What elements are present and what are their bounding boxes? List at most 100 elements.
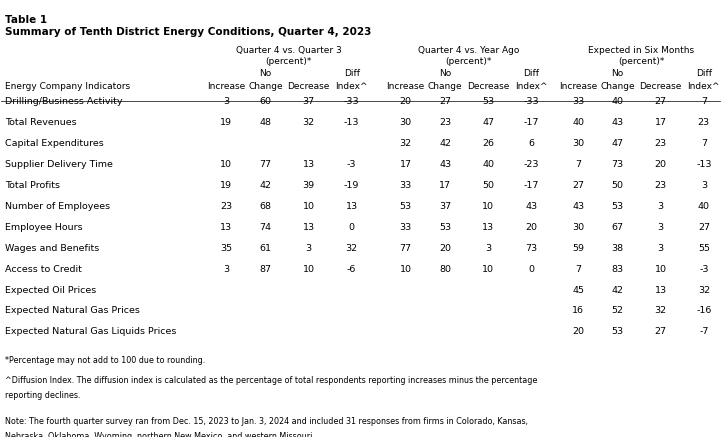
Text: Index^: Index^ [687,82,720,91]
Text: 7: 7 [575,264,581,274]
Text: -3: -3 [347,160,357,169]
Text: 23: 23 [655,139,667,148]
Text: 13: 13 [302,160,315,169]
Text: 45: 45 [572,285,584,295]
Text: Increase: Increase [559,82,597,91]
Text: Energy Company Indicators: Energy Company Indicators [5,82,130,91]
Text: 40: 40 [698,202,710,211]
Text: 43: 43 [572,202,584,211]
Text: 42: 42 [260,181,271,190]
Text: -23: -23 [523,160,539,169]
Text: 23: 23 [439,118,451,127]
Text: 27: 27 [655,97,667,106]
Text: 39: 39 [302,181,315,190]
Text: Diff: Diff [344,69,360,78]
Text: 6: 6 [529,139,534,148]
Text: 67: 67 [612,223,624,232]
Text: 43: 43 [439,160,451,169]
Text: -6: -6 [347,264,357,274]
Text: 20: 20 [572,327,584,336]
Text: 27: 27 [698,223,710,232]
Text: Number of Employees: Number of Employees [5,202,110,211]
Text: 42: 42 [612,285,624,295]
Text: 59: 59 [572,244,584,253]
Text: ^Diffusion Index. The diffusion index is calculated as the percentage of total r: ^Diffusion Index. The diffusion index is… [5,376,537,385]
Text: Access to Credit: Access to Credit [5,264,82,274]
Text: 43: 43 [526,202,537,211]
Text: Expected Natural Gas Liquids Prices: Expected Natural Gas Liquids Prices [5,327,176,336]
Text: 20: 20 [399,97,412,106]
Text: 40: 40 [612,97,624,106]
Text: 40: 40 [482,160,494,169]
Text: 3: 3 [485,244,492,253]
Text: 3: 3 [305,244,312,253]
Text: 32: 32 [655,306,667,316]
Text: Quarter 4 vs. Year Ago: Quarter 4 vs. Year Ago [418,45,519,55]
Text: -33: -33 [344,97,360,106]
Text: 80: 80 [439,264,451,274]
Text: Wages and Benefits: Wages and Benefits [5,244,99,253]
Text: Decrease: Decrease [467,82,510,91]
Text: 60: 60 [260,97,271,106]
Text: 23: 23 [220,202,232,211]
Text: 30: 30 [572,139,584,148]
Text: 7: 7 [701,97,707,106]
Text: 68: 68 [260,202,271,211]
Text: 74: 74 [260,223,271,232]
Text: Capital Expenditures: Capital Expenditures [5,139,104,148]
Text: 32: 32 [697,285,710,295]
Text: 20: 20 [439,244,451,253]
Text: 10: 10 [655,264,667,274]
Text: -7: -7 [699,327,708,336]
Text: Total Profits: Total Profits [5,181,60,190]
Text: Index^: Index^ [336,82,368,91]
Text: Quarter 4 vs. Quarter 3: Quarter 4 vs. Quarter 3 [236,45,341,55]
Text: 55: 55 [698,244,710,253]
Text: 73: 73 [526,244,537,253]
Text: Index^: Index^ [515,82,547,91]
Text: 10: 10 [399,264,412,274]
Text: 27: 27 [439,97,451,106]
Text: Expected Natural Gas Prices: Expected Natural Gas Prices [5,306,140,316]
Text: 53: 53 [439,223,451,232]
Text: No: No [611,69,624,78]
Text: 53: 53 [612,327,624,336]
Text: 10: 10 [482,264,494,274]
Text: 17: 17 [439,181,451,190]
Text: -17: -17 [523,181,539,190]
Text: 3: 3 [223,97,229,106]
Text: 0: 0 [349,223,355,232]
Text: 50: 50 [482,181,494,190]
Text: 7: 7 [575,160,581,169]
Text: -33: -33 [523,97,539,106]
Text: 77: 77 [260,160,271,169]
Text: 33: 33 [399,181,412,190]
Text: 13: 13 [655,285,667,295]
Text: Diff: Diff [696,69,712,78]
Text: 3: 3 [658,202,664,211]
Text: 53: 53 [482,97,494,106]
Text: 47: 47 [612,139,624,148]
Text: 52: 52 [612,306,624,316]
Text: Summary of Tenth District Energy Conditions, Quarter 4, 2023: Summary of Tenth District Energy Conditi… [5,27,371,37]
Text: Total Revenues: Total Revenues [5,118,77,127]
Text: Change: Change [428,82,463,91]
Text: 27: 27 [655,327,667,336]
Text: 37: 37 [302,97,315,106]
Text: 87: 87 [260,264,271,274]
Text: 7: 7 [701,139,707,148]
Text: 10: 10 [302,264,315,274]
Text: 0: 0 [529,264,534,274]
Text: 10: 10 [482,202,494,211]
Text: 53: 53 [399,202,412,211]
Text: Expected Oil Prices: Expected Oil Prices [5,285,96,295]
Text: Change: Change [600,82,635,91]
Text: Drilling/Business Activity: Drilling/Business Activity [5,97,123,106]
Text: -19: -19 [344,181,360,190]
Text: 19: 19 [220,118,232,127]
Text: Decrease: Decrease [287,82,330,91]
Text: 40: 40 [572,118,584,127]
Text: 27: 27 [572,181,584,190]
Text: 23: 23 [655,181,667,190]
Text: Decrease: Decrease [639,82,682,91]
